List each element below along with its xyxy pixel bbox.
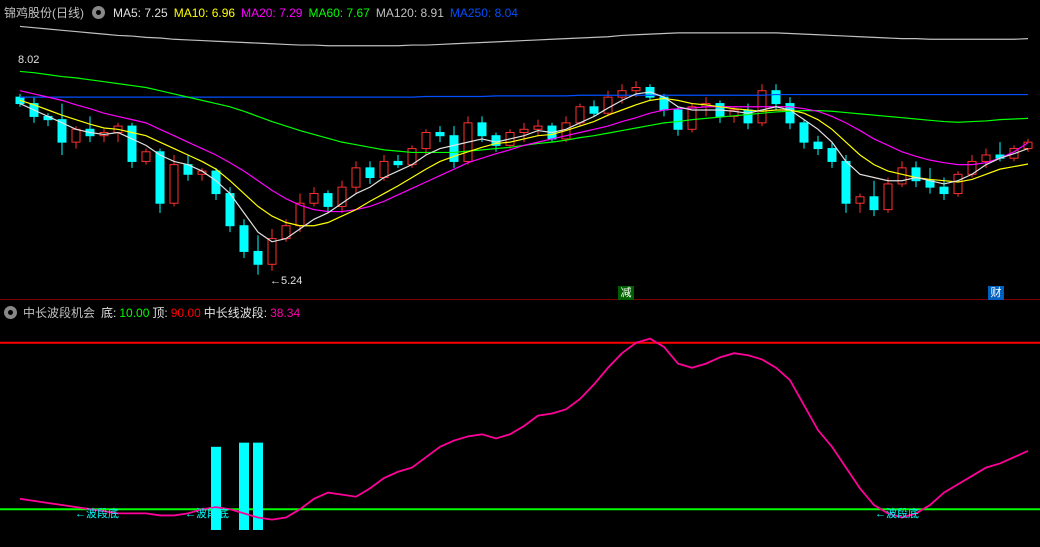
- ma-legend: MA250: 8.04: [450, 6, 518, 20]
- indicator-legend: 38.34: [270, 306, 300, 320]
- ma-legend: MA5: 7.25: [113, 6, 168, 20]
- indicator-legend: 10.00: [119, 306, 149, 320]
- price-low-label: ←5.24: [270, 275, 302, 287]
- reduce-badge: 减: [618, 286, 634, 300]
- ma-legend: MA60: 7.67: [308, 6, 369, 20]
- wave-bottom-marker: ←波段底: [875, 505, 919, 521]
- ma-legend-row: MA5: 7.25 MA10: 6.96 MA20: 7.29 MA60: 7.67 M…: [113, 6, 524, 20]
- indicator-legend: 中长线波段:: [204, 306, 267, 320]
- main-chart-svg: [0, 0, 1040, 300]
- gear-icon[interactable]: [92, 6, 105, 19]
- main-candlestick-chart[interactable]: 锦鸡股份(日线) MA5: 7.25MA10: 6.96MA20: 7.29MA…: [0, 0, 1040, 300]
- price-high-label: 8.02: [18, 54, 39, 66]
- indicator-title: 中长波段机会: [23, 304, 95, 321]
- wealth-badge: 财: [988, 286, 1004, 300]
- wave-indicator-chart[interactable]: 中长波段机会 底:10.00顶: 90.00中长线波段:38.34 ←波段底 ←波段…: [0, 300, 1040, 547]
- indicator-legend-row: 底:10.00顶: 90.00中长线波段:38.34: [101, 304, 303, 321]
- wave-bottom-marker: ←波段底: [185, 505, 229, 521]
- indicator-legend: 底:: [101, 306, 116, 320]
- indicator-header: 中长波段机会 底:10.00顶: 90.00中长线波段:38.34: [4, 304, 303, 321]
- main-chart-header: 锦鸡股份(日线) MA5: 7.25MA10: 6.96MA20: 7.29MA…: [4, 4, 524, 21]
- ma-legend: MA20: 7.29: [241, 6, 302, 20]
- stock-title: 锦鸡股份(日线): [4, 4, 84, 21]
- gear-icon[interactable]: [4, 306, 17, 319]
- indicator-legend: 90.00: [171, 306, 201, 320]
- wave-bottom-marker: ←波段底: [75, 505, 119, 521]
- ma-legend: MA10: 6.96: [174, 6, 235, 20]
- ma-legend: MA120: 8.91: [376, 6, 444, 20]
- indicator-legend: 顶:: [152, 306, 167, 320]
